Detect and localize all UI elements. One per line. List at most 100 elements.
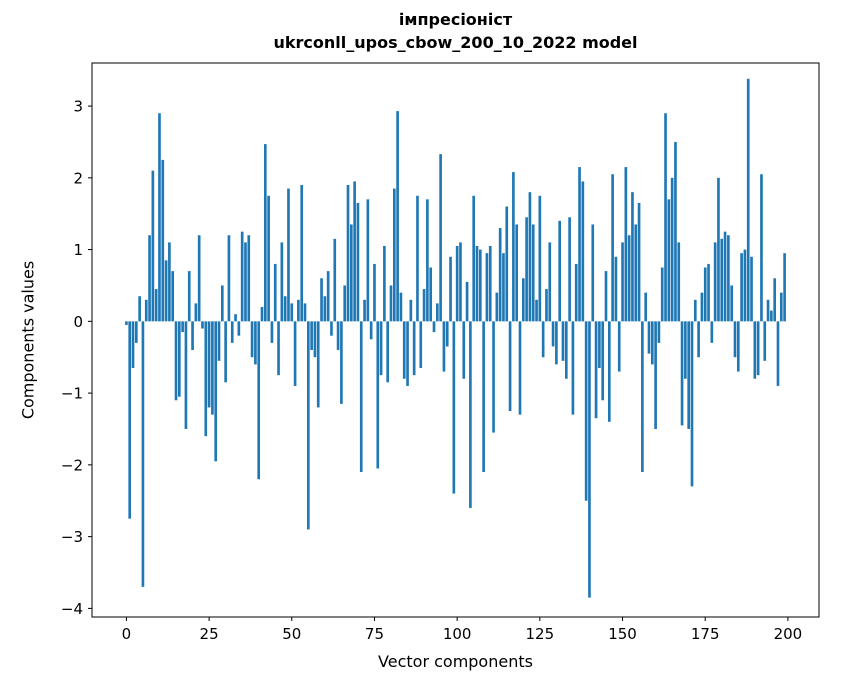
bar	[693, 299, 697, 322]
bar	[449, 256, 452, 322]
bar	[217, 321, 221, 361]
bar	[531, 224, 535, 322]
bar	[584, 321, 588, 501]
x-tick-label: 0	[122, 625, 132, 643]
bar	[386, 321, 390, 383]
bar	[336, 321, 340, 351]
bar	[713, 242, 717, 322]
bar	[416, 195, 419, 322]
x-tick-label: 150	[608, 625, 637, 643]
bar	[125, 321, 128, 325]
bar	[667, 199, 671, 322]
bar	[402, 321, 406, 379]
x-tick-label: 100	[443, 625, 472, 643]
bar	[310, 321, 313, 351]
bar	[197, 235, 201, 322]
bar	[710, 321, 714, 343]
bar	[462, 321, 466, 379]
bar	[174, 321, 178, 401]
bar	[135, 321, 138, 343]
bar	[631, 192, 634, 322]
bar	[598, 321, 601, 368]
bar	[604, 271, 608, 322]
bar	[459, 242, 462, 322]
bar	[204, 321, 208, 437]
bar	[211, 321, 214, 415]
bar	[736, 321, 740, 372]
y-tick-label: −4	[61, 600, 83, 618]
bar	[617, 321, 621, 372]
bar	[220, 285, 224, 322]
bar	[558, 220, 562, 322]
bar	[564, 321, 568, 379]
y-tick-label: −2	[61, 456, 83, 474]
bar	[601, 321, 605, 401]
bar	[273, 263, 277, 322]
bar	[293, 321, 297, 386]
bar	[131, 321, 135, 368]
bar	[376, 321, 380, 469]
bar	[465, 281, 469, 322]
bar	[422, 289, 426, 322]
bar	[257, 321, 261, 480]
bar	[316, 321, 320, 408]
bar	[363, 299, 366, 322]
bar	[429, 267, 433, 322]
bar	[670, 177, 674, 322]
bar	[535, 299, 538, 322]
bar	[178, 321, 181, 397]
bar	[773, 278, 777, 322]
bar	[518, 321, 522, 415]
bar	[561, 321, 565, 361]
bar	[684, 321, 687, 379]
bar	[478, 249, 482, 322]
bar	[485, 253, 489, 322]
bar	[578, 167, 581, 322]
bar	[551, 321, 555, 347]
bar	[419, 321, 423, 368]
bar	[763, 321, 767, 361]
bar	[141, 321, 145, 587]
bar	[783, 253, 786, 322]
bar	[621, 242, 624, 322]
bar	[171, 271, 175, 322]
bar	[654, 321, 657, 429]
bar	[687, 321, 691, 429]
bar	[263, 144, 267, 322]
y-tick-label: −1	[61, 385, 83, 403]
bar	[356, 202, 360, 322]
y-tick-label: −3	[61, 528, 83, 546]
y-tick-label: 0	[73, 313, 83, 331]
x-tick-label: 125	[526, 625, 555, 643]
bar	[184, 321, 188, 429]
bar	[766, 299, 770, 322]
bar	[469, 321, 472, 508]
bar	[455, 245, 459, 322]
bar	[161, 159, 165, 322]
bar	[290, 303, 294, 322]
bar	[270, 321, 274, 343]
bar	[495, 292, 499, 322]
bar	[660, 267, 664, 322]
bar	[439, 154, 442, 322]
bar	[508, 321, 512, 412]
bar	[594, 321, 598, 419]
bar	[313, 321, 317, 358]
bar	[637, 202, 641, 322]
bar	[776, 321, 780, 386]
bar	[611, 174, 614, 322]
bar	[359, 321, 363, 473]
bar	[297, 299, 300, 322]
bar	[369, 321, 373, 340]
bar	[588, 321, 591, 598]
bar	[697, 321, 700, 358]
bar	[581, 181, 585, 322]
bar	[746, 78, 750, 322]
bar	[624, 167, 628, 322]
bar	[426, 199, 429, 322]
bar	[733, 321, 737, 358]
bar	[703, 267, 707, 322]
bar	[164, 260, 168, 322]
bar	[571, 321, 575, 415]
